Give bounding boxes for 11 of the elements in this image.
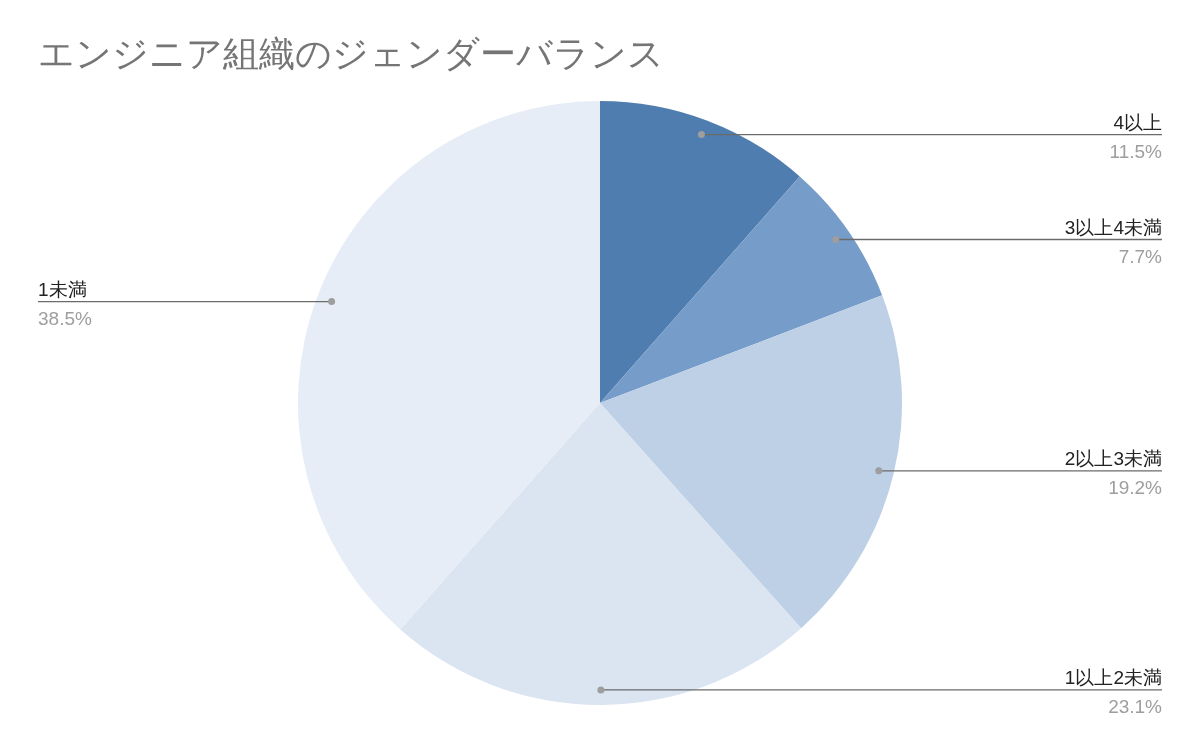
slice-label: 3以上4未満	[1064, 216, 1162, 238]
slice-label: 1未満	[38, 278, 87, 300]
chart-title: エンジニア組織のジェンダーバランス	[38, 33, 664, 74]
data-label: 19.2%	[1108, 476, 1163, 498]
slice-label: 4以上	[1113, 111, 1162, 133]
data-label: 23.1%	[1108, 695, 1163, 717]
slice-label: 1以上2未満	[1064, 666, 1162, 688]
data-label: 7.7%	[1118, 245, 1163, 267]
slice-label: 2以上3未満	[1064, 447, 1162, 469]
data-label: 38.5%	[38, 307, 92, 329]
data-label: 11.5%	[1109, 140, 1163, 162]
